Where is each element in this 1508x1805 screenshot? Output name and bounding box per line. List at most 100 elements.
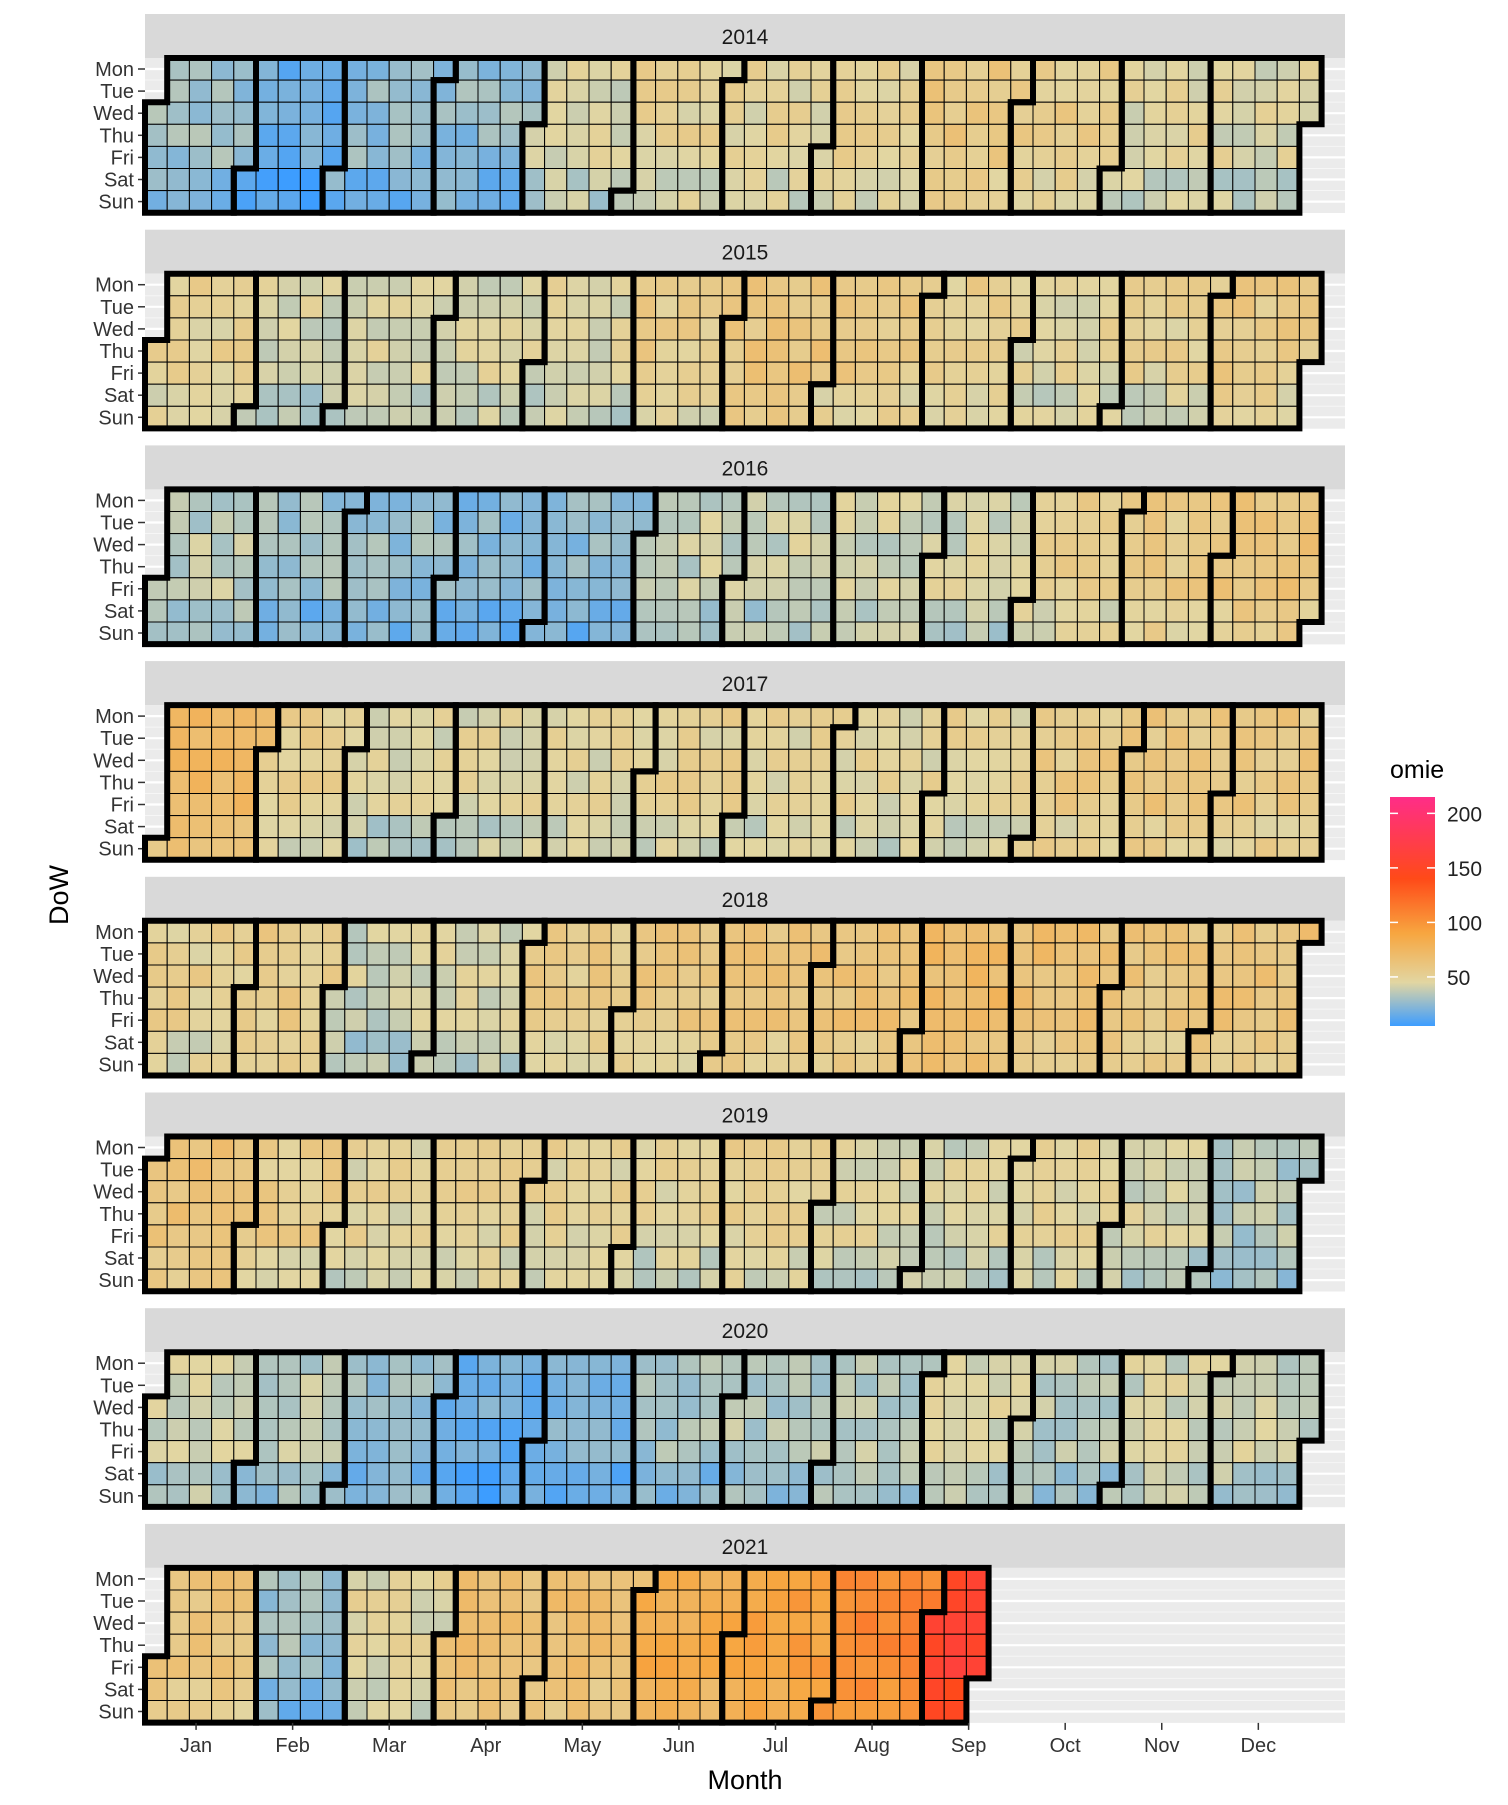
day-cell: [788, 1589, 812, 1613]
day-cell: [1143, 295, 1167, 319]
day-cell: [188, 1180, 213, 1204]
day-cell: [566, 145, 590, 169]
day-cell: [1076, 317, 1101, 341]
day-cell: [721, 57, 745, 81]
day-cell: [233, 621, 257, 645]
day-cell: [410, 1395, 435, 1420]
day-cell: [743, 1589, 768, 1613]
day-cell: [1187, 1180, 1212, 1204]
day-cell: [344, 1224, 368, 1248]
day-cell: [610, 1462, 634, 1486]
day-cell: [943, 1202, 967, 1226]
day-cell: [632, 1052, 657, 1077]
day-cell: [1232, 770, 1256, 795]
facet-strip: [145, 14, 1345, 58]
day-cell: [788, 577, 812, 601]
day-cell: [1232, 405, 1256, 429]
day-cell: [743, 555, 768, 579]
day-cell: [632, 815, 657, 839]
day-cell: [921, 1246, 945, 1270]
day-cell: [521, 1395, 546, 1420]
day-cell: [1232, 123, 1256, 147]
day-cell: [277, 405, 301, 429]
day-cell: [566, 317, 590, 341]
day-cell: [965, 101, 990, 125]
day-cell: [921, 1030, 945, 1054]
day-cell: [1187, 361, 1212, 385]
day-cell: [410, 1611, 435, 1635]
day-cell: [743, 1611, 768, 1635]
day-cell: [455, 1136, 479, 1160]
y-tick-label: Fri: [111, 1657, 134, 1679]
day-cell: [255, 57, 279, 81]
day-cell: [1232, 1462, 1256, 1486]
day-cell: [632, 273, 657, 297]
day-cell: [832, 361, 856, 385]
day-cell: [699, 1136, 723, 1160]
day-cell: [743, 295, 768, 319]
day-cell: [1254, 793, 1278, 817]
legend-title: omie: [1390, 756, 1444, 784]
facet-strip: [145, 876, 1345, 921]
y-tick-label: Mon: [95, 490, 134, 512]
day-cell: [477, 273, 501, 297]
day-cell: [655, 793, 679, 817]
day-cell: [1143, 726, 1167, 750]
day-cell: [255, 1052, 279, 1077]
y-tick-label: Mon: [95, 1353, 134, 1375]
day-cell: [965, 704, 990, 728]
x-axis-label: Month: [707, 1765, 782, 1795]
day-cell: [677, 1633, 701, 1657]
day-cell: [1254, 577, 1278, 601]
day-cell: [544, 1589, 568, 1613]
day-cell: [766, 1484, 790, 1508]
day-cell: [921, 101, 945, 125]
day-cell: [455, 1462, 479, 1486]
day-cell: [1276, 123, 1300, 147]
day-cell: [1254, 1351, 1278, 1375]
day-cell: [255, 79, 279, 103]
day-cell: [699, 726, 723, 750]
day-cell: [299, 295, 324, 319]
day-cell: [832, 273, 856, 297]
day-cell: [943, 837, 967, 861]
day-cell: [188, 1655, 213, 1679]
day-cell: [544, 295, 568, 319]
day-cell: [410, 339, 435, 363]
day-cell: [943, 621, 967, 645]
day-cell: [544, 361, 568, 385]
day-cell: [499, 317, 523, 341]
day-cell: [166, 1030, 190, 1054]
day-cell: [788, 1158, 812, 1182]
day-cell: [988, 488, 1012, 512]
day-cell: [233, 1418, 257, 1442]
day-cell: [677, 726, 701, 750]
day-cell: [388, 383, 412, 407]
day-cell: [255, 1224, 279, 1248]
day-cell: [721, 317, 745, 341]
day-cell: [366, 488, 390, 512]
day-cell: [521, 1246, 546, 1270]
day-cell: [899, 920, 923, 944]
day-cell: [943, 1351, 967, 1375]
day-cell: [1254, 704, 1278, 728]
day-cell: [943, 405, 967, 429]
day-cell: [299, 1677, 324, 1702]
day-cell: [877, 704, 901, 728]
day-cell: [1121, 295, 1145, 319]
day-cell: [854, 317, 879, 341]
day-cell: [766, 1633, 790, 1657]
day-cell: [632, 101, 657, 125]
day-cell: [1165, 1440, 1189, 1464]
day-cell: [743, 1136, 768, 1160]
day-cell: [1032, 1268, 1056, 1292]
day-cell: [410, 1158, 435, 1182]
day-cell: [344, 1677, 368, 1702]
day-cell: [810, 273, 834, 297]
day-cell: [477, 1395, 501, 1420]
day-cell: [743, 599, 768, 623]
day-cell: [566, 405, 590, 429]
day-cell: [477, 1052, 501, 1077]
day-cell: [188, 361, 213, 385]
day-cell: [677, 1202, 701, 1226]
